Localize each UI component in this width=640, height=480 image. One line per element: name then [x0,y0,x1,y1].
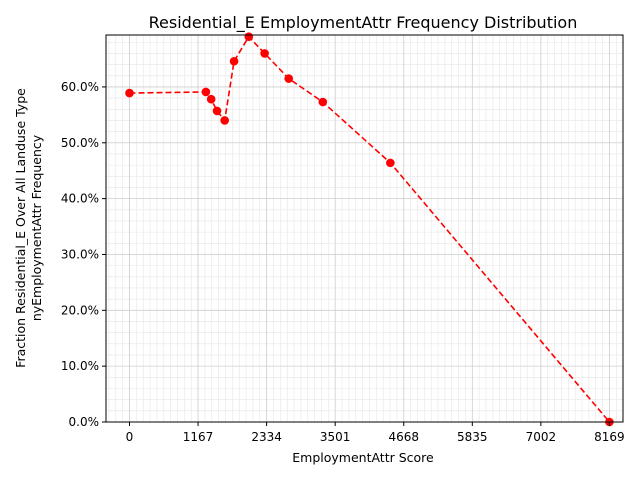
x-tick-label: 8169 [594,430,625,444]
y-tick-label: 10.0% [61,359,99,373]
data-point [244,32,254,41]
plot-frame [105,34,624,423]
y-axis-ticks: 0.0% 10.0% 20.0% 30.0% 40.0% 50.0% 60.0% [61,80,106,429]
x-axis-ticks: 0 1167 2334 3501 4668 5835 7002 8169 [126,422,625,444]
data-point [201,87,211,97]
x-tick-label: 1167 [183,430,214,444]
y-tick-label: 20.0% [61,303,99,317]
data-point [386,158,395,168]
y-tick-label: 60.0% [61,80,99,94]
data-point [125,88,134,98]
data-point [318,97,328,107]
x-tick-label: 4668 [388,430,419,444]
y-tick-label: 50.0% [61,136,99,150]
data-point [229,56,239,66]
series-layer [125,32,614,427]
x-tick-label: 2334 [251,430,282,444]
y-tick-label: 0.0% [69,415,100,429]
y-axis-label-line-1: Fraction Residential_E Over All Landuse … [13,88,28,368]
x-axis-label: EmploymentAttr Score [292,450,434,465]
x-tick-label: 0 [126,430,134,444]
x-tick-label: 3501 [320,430,351,444]
y-tick-label: 40.0% [61,192,99,206]
data-point [260,49,269,58]
data-point [220,116,229,125]
chart-title: Residential_E EmploymentAttr Frequency D… [149,13,578,33]
y-axis-label-line-2: nyEmploymentAttr Frequency [29,134,44,321]
major-grid [106,35,623,423]
x-tick-label: 7002 [526,430,557,444]
data-point [206,94,216,104]
data-point [212,106,222,116]
x-tick-label: 5835 [457,430,488,444]
data-point [284,74,294,83]
y-tick-label: 30.0% [61,247,99,261]
